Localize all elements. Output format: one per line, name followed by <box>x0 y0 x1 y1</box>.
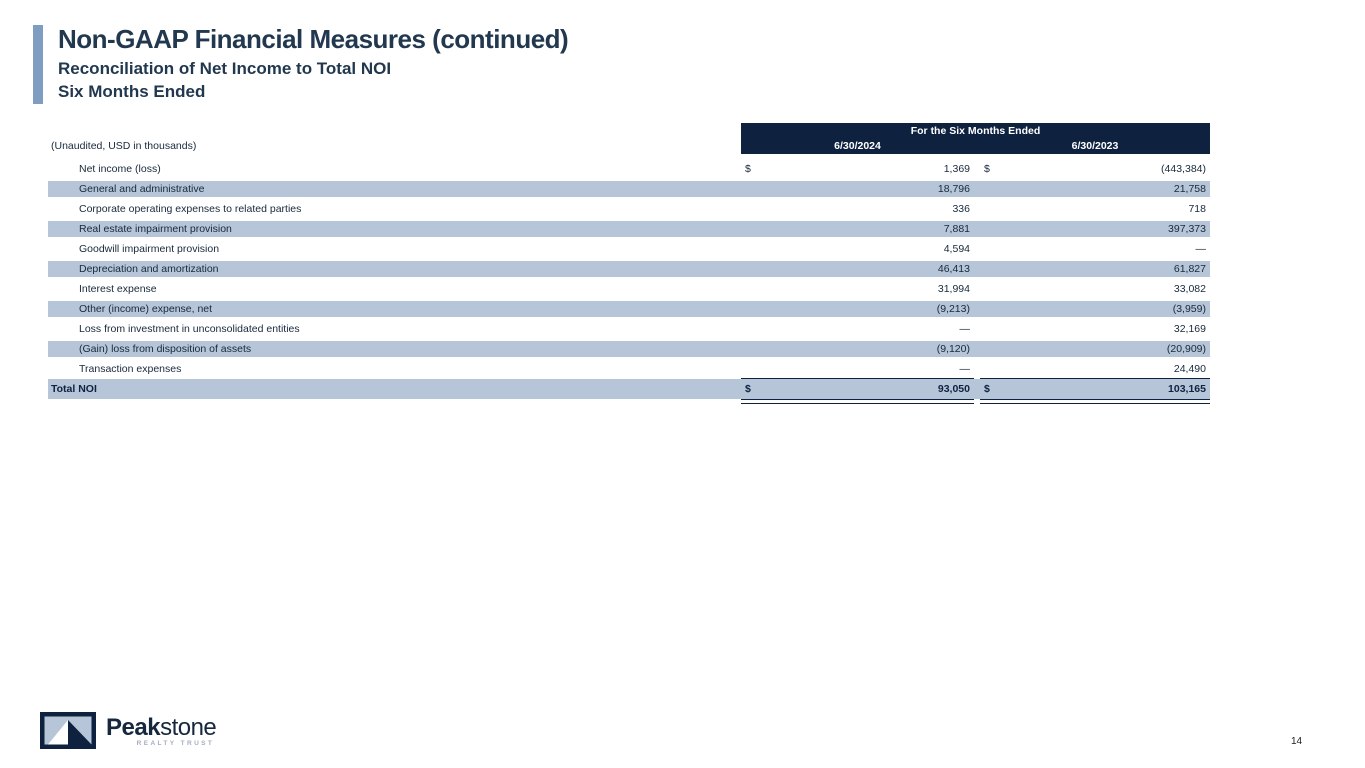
cell-2023: $ (443,384) <box>980 159 1210 179</box>
cell-value: 397,373 <box>1168 223 1206 235</box>
cell-2023: 21,758 <box>980 181 1210 197</box>
row-label: Total NOI <box>51 383 97 395</box>
page-subtitle-period: Six Months Ended <box>58 82 206 101</box>
cell-2024: $ 1,369 <box>741 159 974 179</box>
table-row-other-income-expense: Other (income) expense, net (9,213) (3,9… <box>48 299 1210 319</box>
row-label: Depreciation and amortization <box>79 263 219 275</box>
brand-name-regular: stone <box>160 714 217 741</box>
cell-2023: 718 <box>980 199 1210 219</box>
brand-name: Peakstone <box>106 714 217 742</box>
cell-value: 31,994 <box>937 283 970 295</box>
cell-2024: 46,413 <box>741 261 974 277</box>
cell-value: 61,827 <box>1173 263 1206 275</box>
cell-value: 46,413 <box>937 263 970 275</box>
cell-value: 4,594 <box>943 243 970 255</box>
table-row-loss-unconsolidated: Loss from investment in unconsolidated e… <box>48 319 1210 339</box>
cell-2023: (3,959) <box>980 301 1210 317</box>
table-row-general-admin: General and administrative 18,796 21,758 <box>48 179 1210 199</box>
table-row-net-income: Net income (loss) $ 1,369 $ (443,384) <box>48 159 1210 179</box>
unaudited-note: (Unaudited, USD in thousands) <box>51 140 197 152</box>
cell-2024: 4,594 <box>741 239 974 259</box>
currency-symbol: $ <box>984 383 990 395</box>
table-row-transaction-expenses: Transaction expenses — 24,490 <box>48 359 1210 379</box>
cell-value: (20,909) <box>1166 343 1206 355</box>
cell-2024: — <box>741 319 974 339</box>
cell-2024: — <box>741 359 974 379</box>
cell-value: 7,881 <box>943 223 970 235</box>
reconciliation-table: For the Six Months Ended 6/30/2024 6/30/… <box>48 123 1210 404</box>
cell-2023: 33,082 <box>980 279 1210 299</box>
company-logo: Peakstone REALTY TRUST <box>40 712 217 749</box>
brand-name-bold: Peak <box>106 714 161 741</box>
table-row-corporate-expenses: Corporate operating expenses to related … <box>48 199 1210 219</box>
table-row-total-noi: Total NOI $ 93,050 $ 103,165 <box>48 379 1210 404</box>
cell-value: 718 <box>1188 203 1206 215</box>
cell-value: 33,082 <box>1173 283 1206 295</box>
cell-2024: $ 93,050 <box>741 379 974 404</box>
double-underline <box>741 399 974 404</box>
cell-2024: (9,120) <box>741 341 974 357</box>
cell-2023: (20,909) <box>980 341 1210 357</box>
row-label: (Gain) loss from disposition of assets <box>79 343 252 355</box>
row-label: Corporate operating expenses to related … <box>79 203 302 215</box>
cell-value: 103,165 <box>1168 383 1206 395</box>
cell-2023: $ 103,165 <box>980 379 1210 404</box>
table-header: For the Six Months Ended 6/30/2024 6/30/… <box>741 123 1210 154</box>
currency-symbol: $ <box>745 163 751 175</box>
cell-value: 24,490 <box>1173 362 1206 375</box>
cell-value: 18,796 <box>937 183 970 195</box>
cell-value: 1,369 <box>943 163 970 175</box>
peakstone-logo-mark <box>40 712 96 749</box>
cell-value: — <box>959 323 971 335</box>
cell-value: — <box>1195 243 1207 255</box>
currency-symbol: $ <box>745 383 751 395</box>
brand-text: Peakstone REALTY TRUST <box>106 714 217 747</box>
column-header-2024: 6/30/2024 <box>834 140 881 152</box>
cell-value: 32,169 <box>1173 323 1206 335</box>
cell-2024: 18,796 <box>741 181 974 197</box>
cell-2023: 32,169 <box>980 319 1210 339</box>
table-header-group-label: For the Six Months Ended <box>910 125 1041 137</box>
cell-value: 93,050 <box>937 383 970 395</box>
cell-2023: 397,373 <box>980 221 1210 237</box>
row-label: Goodwill impairment provision <box>79 243 220 255</box>
cell-2023: 24,490 <box>980 359 1210 379</box>
table-row-real-estate-impairment: Real estate impairment provision 7,881 3… <box>48 219 1210 239</box>
cell-value: — <box>959 362 971 375</box>
column-header-2023: 6/30/2023 <box>1071 140 1119 152</box>
page-subtitle: Reconciliation of Net Income to Total NO… <box>58 59 392 78</box>
row-label: General and administrative <box>79 183 205 195</box>
cell-2024: (9,213) <box>741 301 974 317</box>
currency-symbol: $ <box>984 163 990 175</box>
cell-2023: — <box>980 239 1210 259</box>
row-label: Loss from investment in unconsolidated e… <box>79 323 300 335</box>
cell-2024: 7,881 <box>741 221 974 237</box>
table-row-goodwill-impairment: Goodwill impairment provision 4,594 — <box>48 239 1210 259</box>
row-label: Other (income) expense, net <box>79 303 213 315</box>
cell-value: (9,120) <box>936 343 970 355</box>
cell-value: (3,959) <box>1172 303 1206 315</box>
page-title: Non-GAAP Financial Measures (continued) <box>58 24 569 54</box>
double-underline <box>980 399 1210 404</box>
table-row-depreciation: Depreciation and amortization 46,413 61,… <box>48 259 1210 279</box>
cell-value: (9,213) <box>936 303 970 315</box>
row-label: Net income (loss) <box>79 163 161 175</box>
title-accent-bar <box>33 25 43 104</box>
cell-2023: 61,827 <box>980 261 1210 277</box>
cell-value: 336 <box>952 203 970 215</box>
cell-value: (443,384) <box>1161 163 1206 175</box>
row-label: Interest expense <box>79 283 157 295</box>
table-row-interest-expense: Interest expense 31,994 33,082 <box>48 279 1210 299</box>
table-row-gain-loss-disposition: (Gain) loss from disposition of assets (… <box>48 339 1210 359</box>
brand-tagline: REALTY TRUST <box>136 740 215 747</box>
cell-2024: 31,994 <box>741 279 974 299</box>
row-label: Real estate impairment provision <box>79 223 232 235</box>
table-body: Net income (loss) $ 1,369 $ (443,384) Ge… <box>48 159 1210 404</box>
cell-value: 21,758 <box>1173 183 1206 195</box>
page-number: 14 <box>1291 736 1303 747</box>
cell-2024: 336 <box>741 199 974 219</box>
row-label: Transaction expenses <box>79 363 182 375</box>
